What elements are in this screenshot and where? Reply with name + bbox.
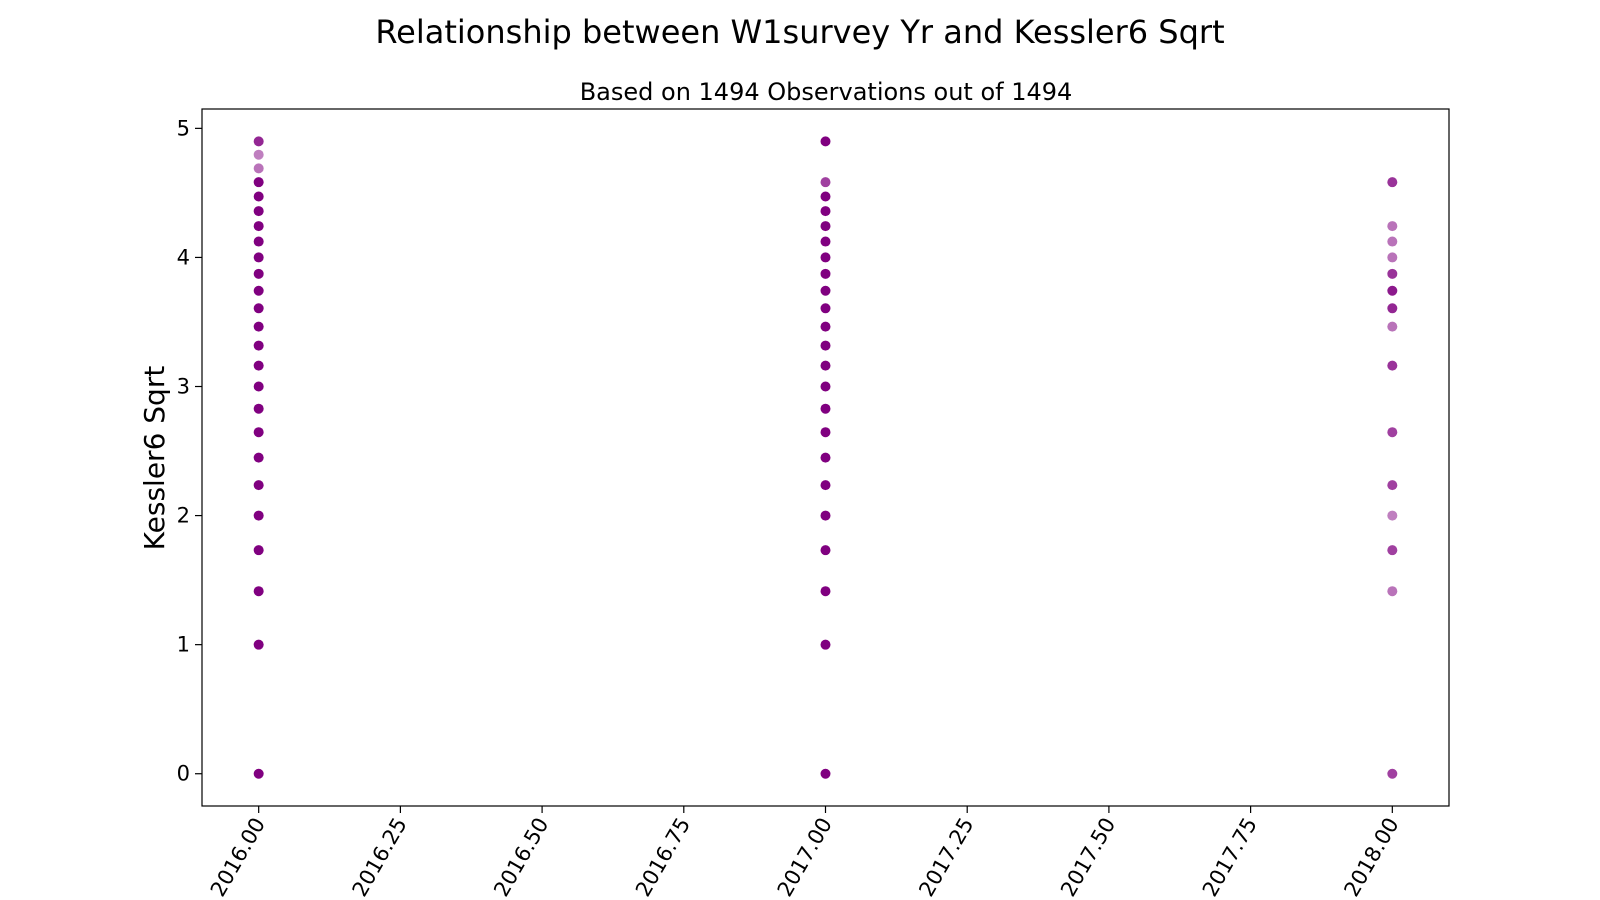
- data-point: [253, 340, 264, 351]
- data-point: [820, 136, 831, 147]
- data-point: [253, 768, 264, 779]
- data-point: [820, 321, 831, 332]
- data-point: [820, 545, 831, 556]
- data-point: [820, 403, 831, 414]
- data-point: [820, 340, 831, 351]
- data-point: [820, 480, 831, 491]
- data-point: [820, 285, 831, 296]
- x-axis: 2016.00 2016.25 2016.50 2016.75 2017.00 2017.…: [206, 806, 1404, 900]
- data-points: [253, 136, 1398, 779]
- data-point: [1387, 586, 1398, 597]
- data-point: [1387, 321, 1398, 332]
- data-point: [820, 510, 831, 521]
- data-point: [1387, 268, 1398, 279]
- x-tick-label: 2017.00: [773, 814, 837, 900]
- data-point: [253, 149, 264, 160]
- data-point: [253, 236, 264, 247]
- x-tick-label: 2017.50: [1056, 814, 1120, 900]
- data-point: [253, 321, 264, 332]
- data-point: [1387, 285, 1398, 296]
- data-point: [1387, 545, 1398, 556]
- data-point: [253, 360, 264, 371]
- data-point: [1387, 510, 1398, 521]
- data-point: [253, 221, 264, 232]
- data-point: [820, 768, 831, 779]
- data-point: [253, 191, 264, 202]
- x-tick-label: 2016.00: [206, 814, 270, 900]
- y-axis: 0 1 2 3 4 5: [177, 116, 202, 786]
- y-axis-label: Kessler6 Sqrt: [138, 366, 171, 551]
- data-point: [253, 545, 264, 556]
- data-point: [1387, 360, 1398, 371]
- data-point: [820, 206, 831, 217]
- data-point: [253, 163, 264, 174]
- data-point: [820, 452, 831, 463]
- x-tick-label: 2016.25: [348, 814, 412, 900]
- data-point: [820, 177, 831, 188]
- data-point: [1387, 303, 1398, 314]
- data-point: [253, 510, 264, 521]
- data-point: [1387, 480, 1398, 491]
- data-point: [820, 252, 831, 263]
- data-point: [820, 191, 831, 202]
- data-point: [253, 252, 264, 263]
- data-point: [253, 403, 264, 414]
- data-point: [820, 586, 831, 597]
- y-tick-label: 3: [177, 375, 190, 399]
- data-point: [253, 639, 264, 650]
- data-point: [1387, 221, 1398, 232]
- data-point: [1387, 252, 1398, 263]
- y-tick-label: 5: [177, 116, 190, 140]
- data-point: [253, 427, 264, 438]
- y-tick-label: 0: [177, 762, 190, 786]
- data-point: [253, 136, 264, 147]
- data-point: [1387, 177, 1398, 188]
- data-point: [253, 381, 264, 392]
- y-tick-label: 1: [177, 633, 190, 657]
- x-tick-label: 2016.50: [489, 814, 553, 900]
- data-point: [820, 303, 831, 314]
- data-point: [820, 639, 831, 650]
- data-point: [820, 236, 831, 247]
- data-point: [253, 177, 264, 188]
- data-point: [253, 586, 264, 597]
- data-point: [253, 452, 264, 463]
- y-tick-label: 2: [177, 504, 190, 528]
- data-point: [1387, 236, 1398, 247]
- data-point: [1387, 427, 1398, 438]
- data-point: [820, 268, 831, 279]
- x-tick-label: 2016.75: [631, 814, 695, 900]
- data-point: [253, 285, 264, 296]
- x-tick-label: 2017.75: [1198, 814, 1262, 900]
- data-point: [253, 206, 264, 217]
- data-point: [820, 360, 831, 371]
- data-point: [820, 221, 831, 232]
- data-point: [820, 381, 831, 392]
- data-point: [253, 480, 264, 491]
- chart-title: Relationship between W1survey Yr and Kes…: [375, 13, 1224, 51]
- data-point: [820, 427, 831, 438]
- data-point: [253, 303, 264, 314]
- data-point: [253, 268, 264, 279]
- x-tick-label: 2018.00: [1339, 814, 1403, 900]
- x-tick-label: 2017.25: [914, 814, 978, 900]
- data-point: [1387, 768, 1398, 779]
- y-tick-label: 4: [177, 245, 190, 269]
- chart-subtitle: Based on 1494 Observations out of 1494: [580, 78, 1073, 106]
